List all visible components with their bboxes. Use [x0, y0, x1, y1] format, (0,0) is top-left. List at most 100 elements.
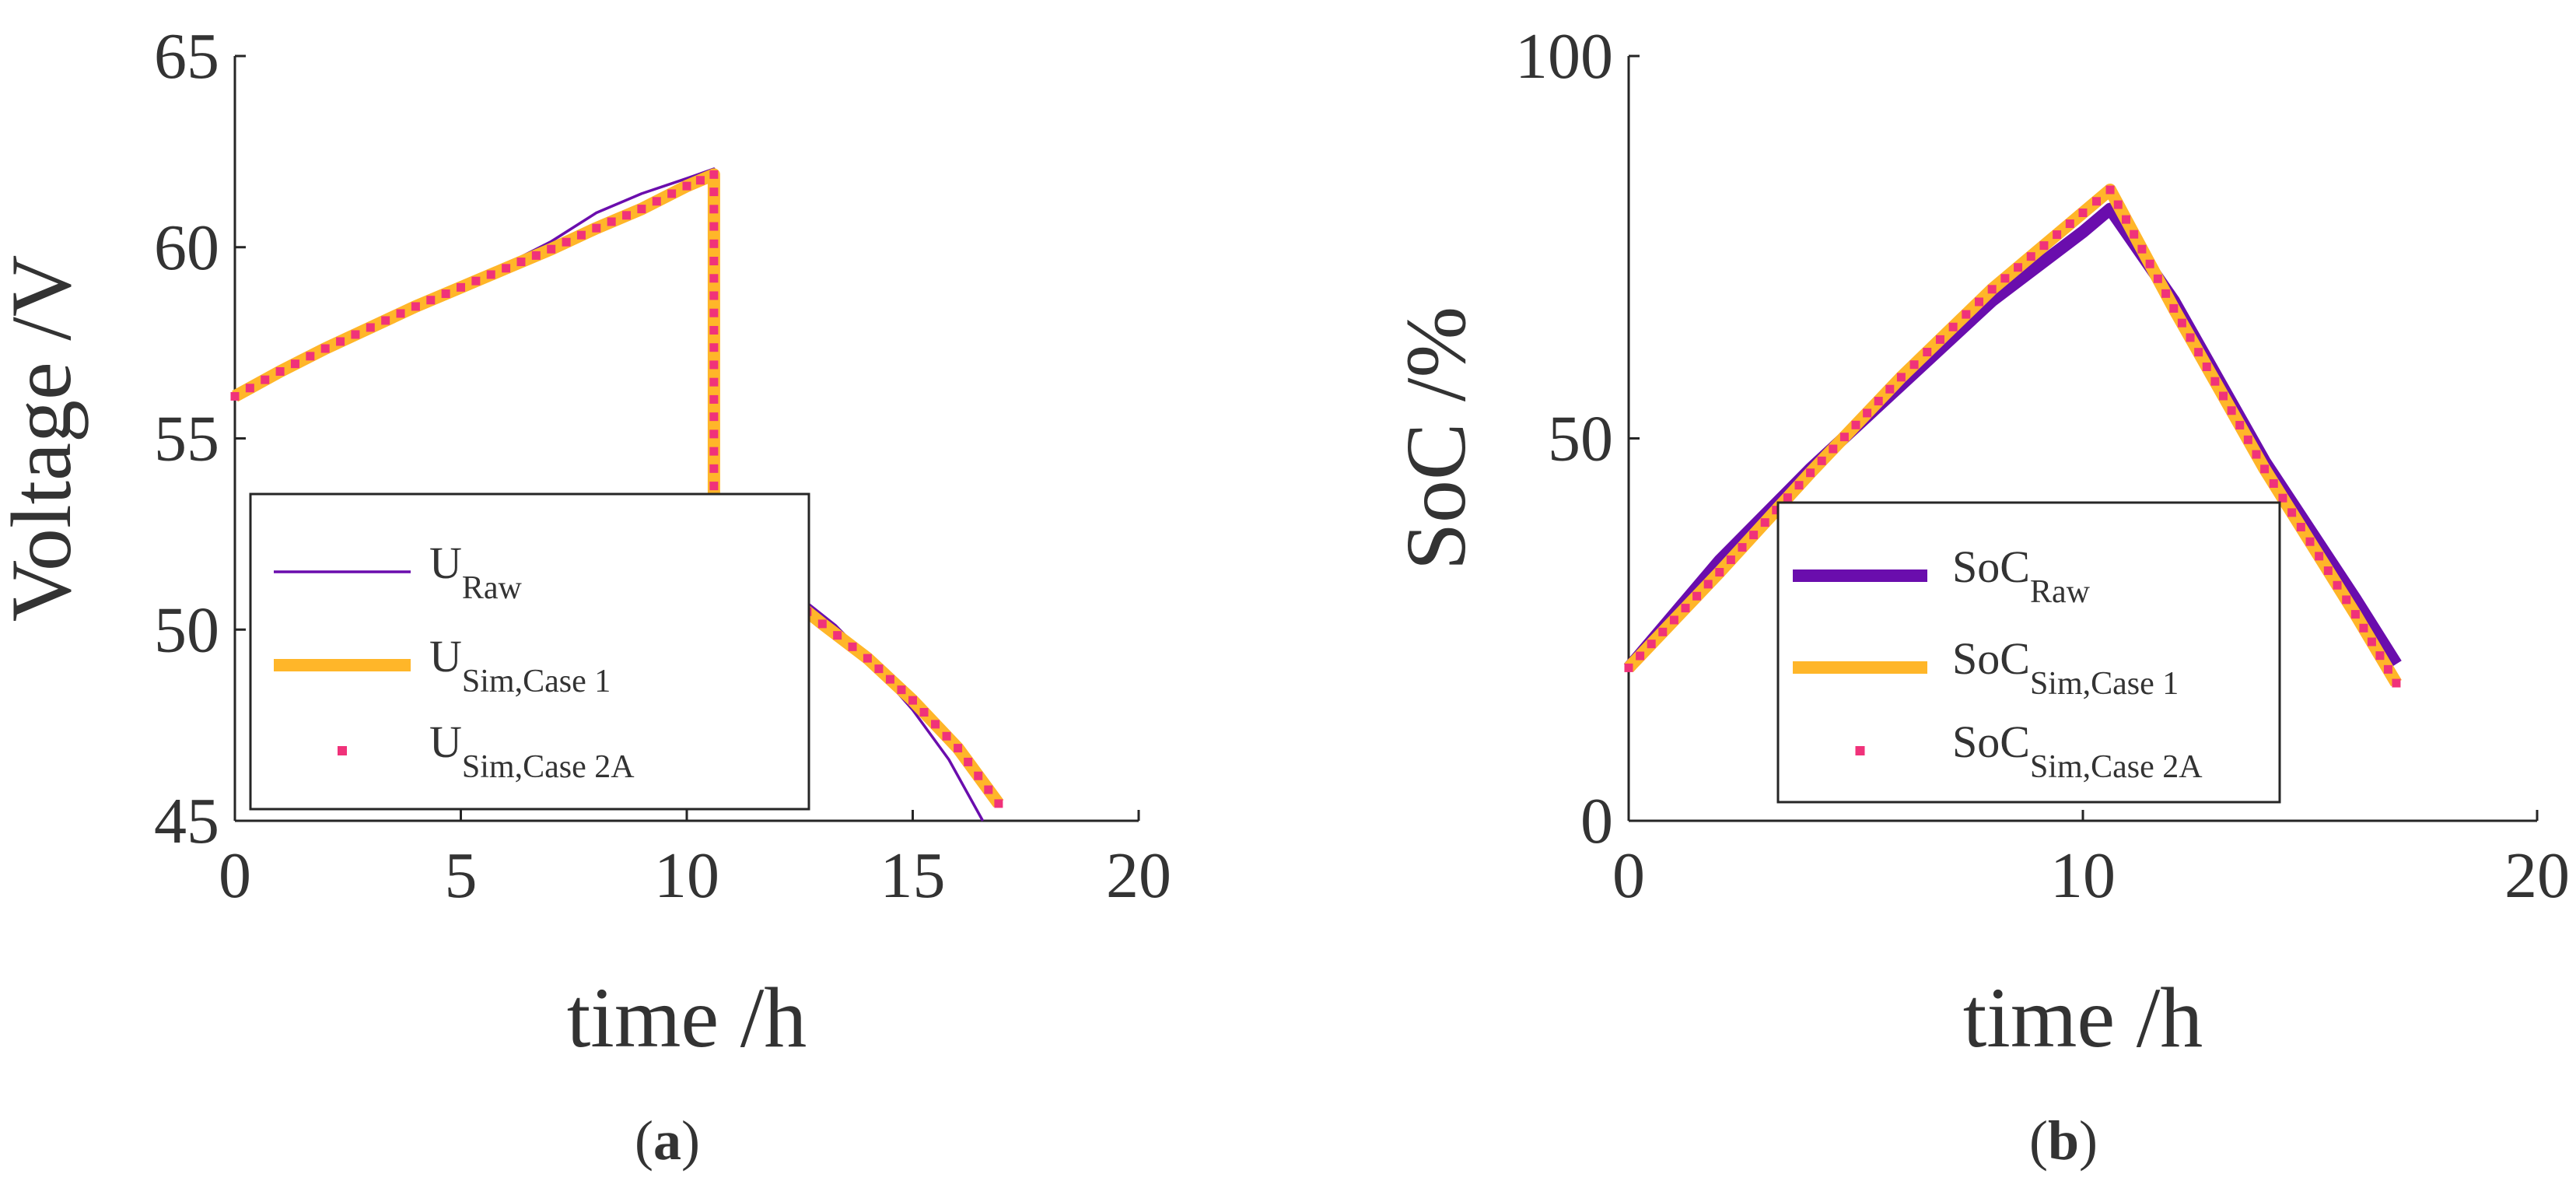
series-u-sim-case-2a-point: [320, 344, 330, 353]
series-soc-sim-case-2a-point: [1851, 420, 1860, 429]
series-soc-sim-case-2a-point: [2392, 678, 2401, 688]
series-soc-sim-case-2a-point: [1935, 335, 1944, 344]
series-u-sim-case-2a-point: [954, 744, 963, 753]
series-soc-sim-case-2a-point: [2296, 523, 2305, 532]
series-u-sim-case-2a-point: [709, 170, 719, 179]
series-soc-sim-case-2a-point: [1987, 285, 1997, 294]
series-u-sim-case-2a-point: [709, 239, 719, 248]
series-soc-sim-case-2a-point: [2153, 274, 2162, 283]
legend-entry-main: SoC: [1952, 541, 2030, 592]
series-soc-sim-case-2a-point: [1839, 433, 1849, 442]
legend-entry-subscript: Sim,Case 1: [462, 664, 611, 699]
series-soc-sim-case-2a-point: [2227, 406, 2236, 415]
x-tick-label: 15: [880, 839, 946, 912]
series-u-sim-case-2a-point: [709, 429, 719, 439]
series-u-sim-case-2a-point: [411, 302, 420, 311]
series-u-sim-case-2a-point: [592, 223, 601, 233]
series-soc-sim-case-2a-point: [2130, 230, 2139, 239]
series-u-sim-case-2a-point: [245, 384, 254, 393]
series-u-sim-case-2a-point: [667, 189, 677, 198]
series-soc-sim-case-2a-point: [2092, 197, 2102, 206]
series-u-sim-case-2a-point: [885, 675, 894, 684]
legend-entry-label: USim,Case 1: [429, 631, 611, 699]
series-u-sim-case-2a-point: [817, 619, 827, 629]
series-soc-sim-case-2a-point: [2177, 318, 2186, 328]
series-u-sim-case-2a-point: [908, 696, 917, 705]
series-soc-sim-case-2a-point: [1703, 580, 1713, 589]
legend-entry-main: SoC: [1952, 633, 2030, 684]
y-tick-label: 50: [154, 594, 219, 666]
series-u-sim-case-2a-point: [964, 757, 973, 766]
series-u-sim-case-2a-point: [261, 375, 270, 384]
series-soc-sim-case-2a-point: [2169, 303, 2179, 313]
legend-entry-subscript: Raw: [462, 570, 523, 606]
series-soc-sim-case-2a-point: [1636, 651, 1645, 661]
series-u-sim-case-2a-point: [381, 316, 390, 325]
legend-entry-subscript: Sim,Case 2A: [462, 749, 635, 785]
panel-label-open-paren: (: [2029, 1109, 2048, 1172]
series-soc-sim-case-2a-markers: [1624, 185, 2401, 688]
legend-entry-label: SoCRaw: [1952, 541, 2091, 610]
panel-label: (b): [2029, 1109, 2098, 1172]
series-soc-sim-case-2a-point: [1896, 373, 1906, 382]
series-u-sim-case-2a-point: [709, 343, 719, 352]
series-u-sim-case-2a-point: [576, 230, 586, 240]
panel-label: (a): [635, 1109, 700, 1172]
series-soc-sim-case-2a-point: [2053, 230, 2062, 240]
series-u-sim-case-2a-point: [709, 222, 719, 231]
series-u-sim-case-2a-point: [709, 482, 719, 491]
series-soc-sim-case-2a-point: [1962, 310, 1971, 319]
y-tick-label: 50: [1548, 403, 1613, 475]
series-soc-sim-case-2a-point: [2243, 435, 2252, 444]
legend-entry-main: SoC: [1952, 717, 2030, 767]
series-soc-sim-case-2a-point: [1749, 531, 1759, 540]
legend-entry-main: U: [429, 538, 462, 588]
series-soc-sim-case-2a-point: [1806, 468, 1815, 478]
series-u-sim-case-2a-point: [709, 325, 719, 335]
series-soc-sim-case-2a-point: [1669, 615, 1678, 625]
series-soc-sim-case-2a-point: [2383, 664, 2392, 674]
series-u-sim-case-2a-point: [396, 309, 405, 318]
series-soc-sim-case-2a-point: [1760, 518, 1769, 527]
series-u-sim-case-2a-point: [471, 276, 481, 286]
series-soc-sim-case-2a-point: [2194, 348, 2203, 357]
series-u-sim-case-2a-point: [290, 359, 299, 369]
series-soc-sim-case-2a-point: [2350, 610, 2360, 619]
series-u-sim-case-2a-point: [848, 642, 857, 651]
series-u-sim-case-2a-point: [366, 323, 375, 332]
series-soc-sim-case-2a-point: [2113, 200, 2123, 209]
series-u-sim-case-2a-point: [336, 337, 345, 346]
series-u-sim-case-2a-point: [984, 785, 993, 794]
series-u-sim-case-2a-point: [709, 274, 719, 283]
series-soc-sim-case-2a-point: [1772, 506, 1781, 515]
legend-entry-main: U: [429, 717, 462, 767]
series-u-sim-case-2a-point: [709, 360, 719, 370]
series-u-sim-case-2a-point: [652, 197, 661, 206]
series-soc-sim-case-2a-point: [2315, 552, 2324, 561]
series-u-sim-case-2a-point: [709, 257, 719, 266]
series-u-sim-case-2a-point: [682, 181, 691, 191]
panel-label-open-paren: (: [635, 1109, 653, 1172]
x-tick-label: 20: [1106, 839, 1171, 912]
series-soc-sim-case-2a-point: [1658, 627, 1668, 636]
panel-label-letter: b: [2048, 1109, 2079, 1172]
series-soc-sim-case-2a-point: [2078, 209, 2088, 218]
series-soc-sim-case-2a-point: [2210, 377, 2220, 386]
series-soc-sim-case-2a-point: [2287, 508, 2297, 517]
legend-entry-label: URaw: [429, 538, 523, 606]
series-soc-sim-case-2a-point: [1783, 493, 1792, 503]
series-u-sim-case-2a-point: [637, 205, 646, 214]
y-tick-label: 60: [154, 212, 219, 284]
series-u-sim-case-2a-point: [994, 799, 1003, 808]
x-tick-label: 10: [2050, 839, 2116, 912]
series-u-sim-case-2a-point: [547, 244, 556, 254]
x-tick-label: 0: [1612, 839, 1645, 912]
series-u-sim-case-2a-point: [351, 330, 360, 339]
series-u-sim-case-2a-point: [874, 664, 884, 674]
series-soc-sim-case-2a-point: [2137, 244, 2147, 254]
series-soc-sim-case-2a-point: [1948, 322, 1958, 331]
series-soc-sim-case-2a-point: [2121, 215, 2130, 224]
